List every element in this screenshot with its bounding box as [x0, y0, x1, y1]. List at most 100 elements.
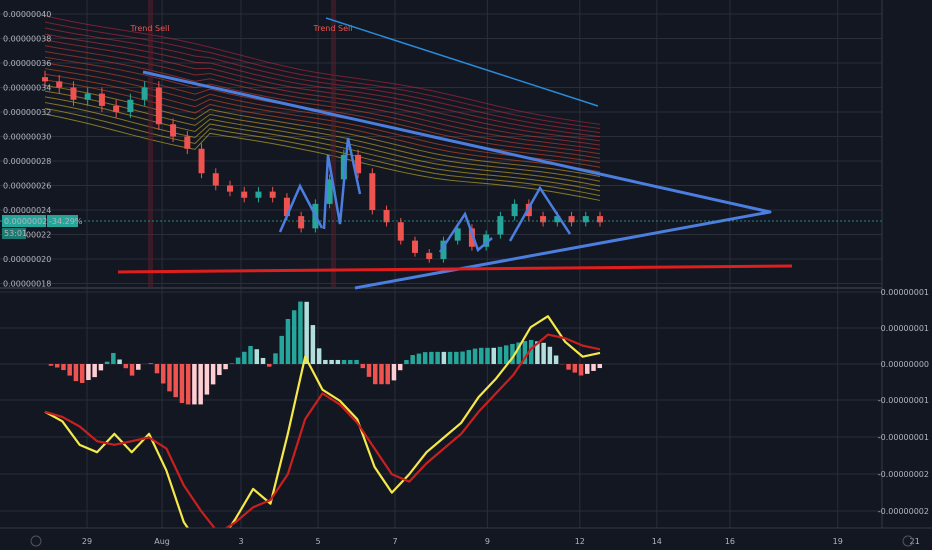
histogram-bar — [185, 364, 191, 405]
histogram-bar — [516, 342, 521, 364]
histogram-bar — [379, 364, 384, 385]
histogram-bar — [98, 364, 104, 371]
candle-body — [454, 228, 461, 241]
change-badge — [47, 215, 78, 228]
histogram-bar — [179, 364, 185, 403]
candle-body — [184, 136, 191, 149]
histogram-bar — [235, 357, 241, 364]
x-tick-label: 5 — [315, 537, 320, 546]
histogram-bar — [572, 364, 578, 373]
candle-body — [326, 179, 333, 204]
candle-body — [241, 191, 248, 198]
grid — [0, 0, 932, 528]
candle-body — [127, 99, 134, 112]
histogram-bar — [441, 351, 447, 364]
histogram-bar — [148, 363, 154, 364]
trend-sell-band — [148, 0, 153, 288]
macd-tick-label: -0.00000002 — [878, 470, 929, 479]
histogram-bar — [397, 364, 403, 371]
ribbon-line — [44, 102, 601, 192]
histogram-bar — [553, 355, 559, 364]
histogram-bar — [198, 364, 203, 405]
trend-sell-bands: Trend Sell Trend Sell — [130, 0, 353, 288]
support-line — [117, 264, 793, 274]
histogram-bar — [48, 364, 54, 366]
histogram-bar — [466, 350, 472, 364]
histogram-bar — [273, 353, 278, 364]
histogram-bar — [304, 301, 309, 364]
pattern-1 — [278, 183, 324, 233]
candle-body — [227, 185, 233, 192]
histogram-bar — [429, 351, 434, 364]
ribbon-line — [44, 27, 601, 134]
histogram-bar — [260, 357, 266, 364]
histogram-bar — [217, 364, 222, 376]
histogram-bar — [86, 364, 91, 381]
ribbon-line — [44, 96, 601, 187]
candle-body — [468, 228, 475, 247]
candle-body — [568, 216, 575, 223]
ma-ribbon — [44, 15, 601, 201]
histogram-bar — [435, 351, 440, 364]
x-tick-label: 12 — [575, 537, 585, 546]
histogram-bar — [535, 341, 540, 364]
candle-body — [255, 191, 262, 198]
histogram-bar — [279, 335, 284, 364]
ribbon-line — [44, 85, 601, 178]
x-tick-label: Aug — [154, 537, 170, 546]
macd-lines — [44, 315, 601, 549]
histogram-bar — [510, 343, 515, 364]
histogram-bar — [447, 351, 453, 364]
auto-scale-icon[interactable] — [902, 535, 914, 547]
histogram-bar — [373, 364, 378, 385]
histogram-bar — [541, 342, 546, 364]
histogram-bar — [578, 364, 584, 376]
candle-body — [98, 93, 105, 106]
ribbon-line — [44, 56, 601, 155]
histogram-bar — [242, 351, 247, 364]
histogram-bar — [528, 339, 534, 364]
ribbon-line — [44, 21, 601, 129]
current-price-value: 0.00000023 — [4, 217, 52, 226]
ribbon-line — [44, 33, 601, 138]
histogram-bar — [298, 301, 303, 364]
candle-body — [212, 173, 219, 186]
change-value: -34.29% — [49, 217, 83, 226]
candle-body — [497, 216, 504, 235]
histogram-bar — [67, 364, 72, 376]
ribbon-line — [44, 113, 601, 201]
histogram-bar — [129, 364, 135, 376]
histogram-bar — [410, 355, 415, 364]
price-tick-label: 0.00000040 — [3, 10, 51, 19]
histogram-bar — [385, 364, 390, 385]
histogram-bar — [354, 359, 359, 364]
ribbon-line — [44, 107, 601, 197]
price-tick-label: 0.00000030 — [3, 133, 51, 142]
pattern-2 — [322, 137, 362, 230]
ribbon-line — [44, 51, 601, 150]
ribbon-line — [44, 79, 601, 173]
histogram-bar — [460, 351, 465, 364]
histogram-bar — [248, 345, 253, 364]
zoom-icon[interactable] — [30, 535, 42, 547]
histogram-bar — [566, 364, 571, 370]
histogram-bar — [323, 359, 328, 364]
price-tick-label: 0.00000034 — [3, 84, 51, 93]
macd-tick-label: 0.00000000 — [881, 360, 929, 369]
signal-line — [44, 333, 601, 535]
macd-tick-label: -0.00000001 — [878, 433, 929, 442]
histogram-bar — [522, 341, 528, 364]
histogram-bar — [454, 351, 459, 364]
candle-body — [198, 148, 205, 174]
histogram-bar — [479, 347, 484, 364]
ribbon-line — [44, 39, 601, 142]
trend-sell-label: Trend Sell — [313, 24, 353, 33]
candle-body — [170, 124, 177, 137]
price-tick-label: 0.00000036 — [3, 59, 51, 68]
candle-body — [540, 216, 547, 223]
drawings[interactable] — [0, 17, 882, 290]
ribbon-line — [44, 62, 601, 159]
candle-body — [340, 154, 347, 180]
histogram-bar — [79, 364, 85, 383]
